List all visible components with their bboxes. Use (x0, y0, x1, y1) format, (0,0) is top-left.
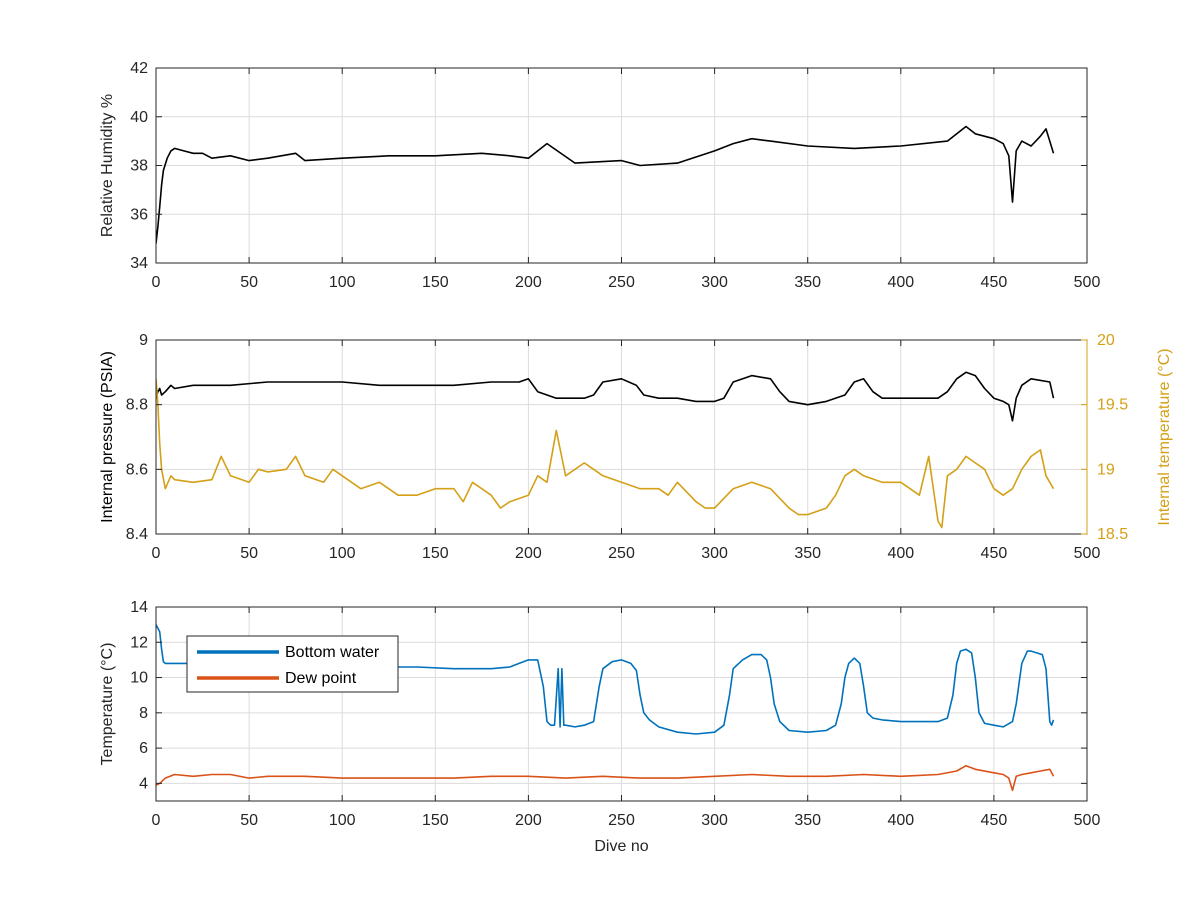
series-line-1 (156, 764, 1055, 792)
x-tick-label: 250 (608, 274, 635, 291)
y-tick-label: 8.4 (126, 526, 148, 543)
x-tick-label: 300 (701, 274, 728, 291)
x-tick-label: 350 (794, 274, 821, 291)
x-tick-label: 150 (422, 545, 449, 562)
x-tick-label: 200 (515, 812, 542, 829)
x-tick-label: 450 (981, 812, 1008, 829)
temperature-panel: 0 50 100 150 200 250 300 350 400 450 500 4 6 8 10 12 14 T… (99, 599, 1100, 855)
x-tick-label: 100 (329, 274, 356, 291)
x-tick-label: 250 (608, 812, 635, 829)
x-tick-label: 0 (152, 545, 161, 562)
y-tick-label: 6 (139, 740, 148, 757)
humidity-panel: 0 50 100 150 200 250 300 350 400 450 500 34 36 38 40 42… (99, 60, 1100, 291)
legend-entry: Dew point (285, 670, 357, 687)
legend-entry: Bottom water (285, 644, 380, 661)
y-tick-label: 9 (139, 332, 148, 349)
x-tick-label: 50 (240, 274, 258, 291)
y2-tick-label: 18.5 (1097, 526, 1128, 543)
y-axis-label: Relative Humidity % (99, 94, 116, 237)
x-tick-label: 100 (329, 812, 356, 829)
x-tick-label: 350 (794, 545, 821, 562)
y-tick-label: 38 (130, 158, 148, 175)
y-tick-label: 12 (130, 634, 148, 651)
series-line-0 (156, 624, 1055, 735)
y-tick-label: 36 (130, 206, 148, 223)
y2-tick-label: 19 (1097, 461, 1115, 478)
x-tick-label: 0 (152, 274, 161, 291)
x-tick-label: 400 (887, 545, 914, 562)
legend-box (186, 635, 399, 693)
x-tick-label: 200 (515, 274, 542, 291)
x-tick-label: 300 (701, 812, 728, 829)
y-tick-label: 8.8 (126, 397, 148, 414)
y-tick-label: 8.6 (126, 461, 148, 478)
y-axis-label: Temperature (°C) (99, 643, 116, 766)
y-tick-label: 4 (139, 775, 148, 792)
y-tick-label: 8 (139, 705, 148, 722)
y-tick-label: 34 (130, 255, 148, 272)
x-tick-label: 0 (152, 812, 161, 829)
x-tick-label: 400 (887, 812, 914, 829)
y-tick-label: 10 (130, 670, 148, 687)
y-tick-label: 14 (130, 599, 148, 616)
series-line-0 (156, 125, 1055, 244)
series-line-1 (156, 378, 1055, 529)
x-tick-label: 350 (794, 812, 821, 829)
y-axis-label: Internal pressure (PSIA) (99, 351, 116, 523)
x-tick-label: 500 (1074, 812, 1101, 829)
x-tick-label: 450 (981, 545, 1008, 562)
x-tick-label: 400 (887, 274, 914, 291)
x-tick-label: 300 (701, 545, 728, 562)
y-tick-label: 40 (130, 109, 148, 126)
x-tick-label: 500 (1074, 274, 1101, 291)
x-tick-label: 450 (981, 274, 1008, 291)
y2-tick-label: 19.5 (1097, 397, 1128, 414)
x-tick-label: 50 (240, 812, 258, 829)
x-axis-label: Dive no (594, 838, 648, 855)
x-tick-label: 50 (240, 545, 258, 562)
y2-tick-label: 20 (1097, 332, 1115, 349)
y2-axis-label: Internal temperature (°C) (1156, 348, 1173, 525)
x-tick-label: 200 (515, 545, 542, 562)
x-tick-label: 250 (608, 545, 635, 562)
series-line-0 (156, 371, 1055, 422)
x-tick-label: 500 (1074, 545, 1101, 562)
x-tick-label: 100 (329, 545, 356, 562)
x-tick-label: 150 (422, 274, 449, 291)
x-tick-label: 150 (422, 812, 449, 829)
legend: Bottom water Dew point (186, 635, 399, 693)
pressure-temperature-panel: 0 50 100 150 200 250 300 350 400 450 500 8.4 8.6 8.8 9… (99, 332, 1173, 562)
y-tick-label: 42 (130, 60, 148, 77)
